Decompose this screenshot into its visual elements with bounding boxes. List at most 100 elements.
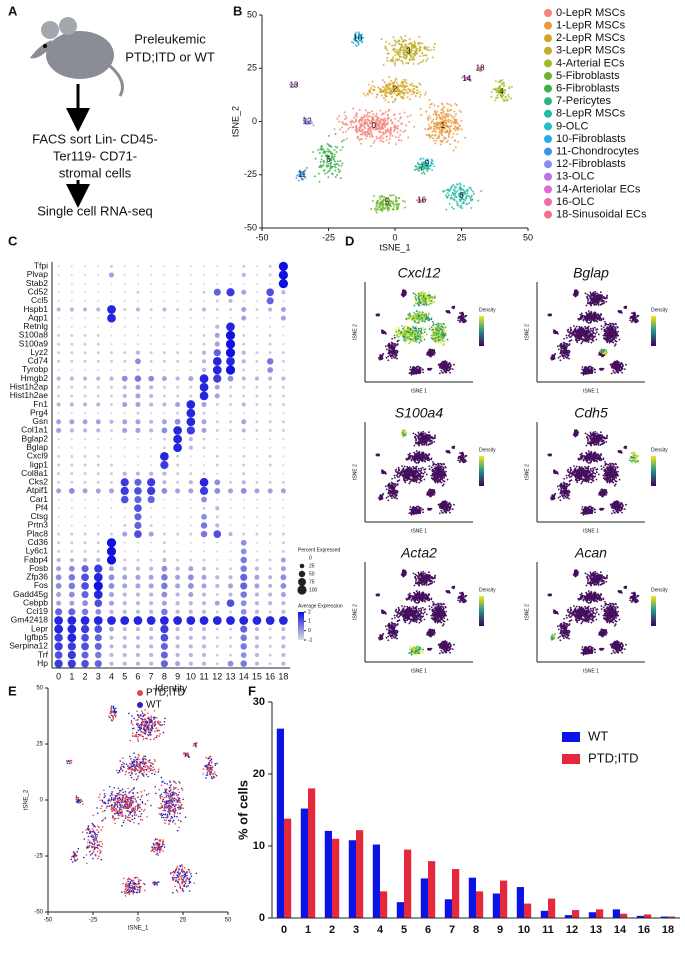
- expression-dot: [201, 496, 207, 503]
- expression-dot: [69, 307, 74, 312]
- cell-point: [379, 137, 382, 140]
- expression-dot: [94, 625, 103, 633]
- cell-point: [325, 150, 328, 153]
- cell-point: [451, 116, 454, 119]
- cell-point: [419, 301, 422, 304]
- legend-label: 16-OLC: [556, 196, 595, 208]
- cell-point: [378, 139, 381, 142]
- plot-title: Cxcl12: [398, 265, 441, 281]
- expression-dot: [215, 627, 219, 631]
- density-points: [375, 289, 468, 376]
- expression-dot: [146, 616, 156, 625]
- expression-dot: [216, 273, 219, 276]
- cell-point: [435, 137, 438, 140]
- cell-point: [445, 195, 448, 198]
- expression-dot: [189, 299, 192, 302]
- expression-dot: [136, 334, 139, 337]
- expression-dot: [213, 288, 221, 296]
- expression-dot: [281, 644, 286, 649]
- expression-dot: [70, 325, 73, 328]
- cell-point: [401, 62, 404, 65]
- cell-point: [411, 82, 414, 85]
- expression-dot: [149, 393, 154, 398]
- cell-point: [568, 331, 571, 334]
- cell-point: [402, 78, 405, 81]
- cell-point: [375, 122, 378, 125]
- cell-point: [412, 330, 415, 332]
- expression-dot: [176, 550, 179, 553]
- expression-dot: [84, 438, 87, 441]
- cell-point: [573, 325, 575, 327]
- expression-dot: [57, 541, 61, 545]
- cell-point: [414, 95, 417, 98]
- cluster-label: 5: [385, 198, 390, 207]
- cell-point: [334, 132, 337, 135]
- expression-dot: [110, 480, 113, 484]
- cell-point: [334, 145, 337, 148]
- expression-dot: [241, 315, 247, 321]
- cell-point: [418, 341, 421, 344]
- cell-point: [410, 318, 413, 321]
- cell-point: [449, 143, 452, 146]
- cell-point: [584, 340, 587, 343]
- expression-dot: [202, 411, 206, 415]
- cell-point: [426, 300, 429, 302]
- cell-point: [339, 159, 342, 162]
- expression-dot: [282, 524, 285, 527]
- cell-point: [378, 125, 381, 128]
- expression-dot: [110, 532, 113, 536]
- cell-point: [355, 112, 358, 115]
- expression-dot: [135, 402, 141, 408]
- y-tick-label: 0: [252, 116, 257, 126]
- expression-dot: [54, 659, 63, 668]
- expression-dot: [201, 652, 207, 658]
- cell-point: [586, 333, 588, 335]
- cell-point: [412, 85, 415, 88]
- cell-point: [430, 317, 433, 320]
- cell-point: [460, 187, 463, 190]
- expression-dot: [122, 393, 127, 398]
- cell-point: [458, 186, 461, 189]
- expression-dot: [241, 272, 246, 278]
- cell-point: [429, 302, 432, 305]
- expression-dot: [268, 627, 272, 631]
- cell-point: [380, 207, 383, 210]
- expression-dot: [189, 273, 192, 276]
- cell-point: [397, 136, 400, 139]
- cell-point: [442, 326, 444, 329]
- expression-dot: [57, 368, 60, 372]
- cell-point: [369, 130, 372, 133]
- legend-swatch: [544, 160, 552, 169]
- cell-point: [331, 173, 334, 176]
- expression-dot: [57, 515, 60, 518]
- expression-dot: [215, 403, 219, 406]
- cell-point: [590, 334, 592, 337]
- cell-point: [370, 125, 373, 128]
- cell-point: [327, 165, 330, 168]
- cell-point: [448, 129, 451, 132]
- cluster-label: 14: [462, 74, 471, 83]
- expression-dot: [215, 428, 219, 432]
- cell-point: [452, 149, 455, 152]
- expression-dot: [254, 488, 260, 494]
- cell-point: [449, 196, 452, 199]
- expression-dot: [199, 374, 209, 383]
- cell-point: [610, 324, 612, 327]
- expression-dot: [97, 282, 100, 285]
- cell-point: [371, 80, 374, 83]
- expression-dot: [162, 307, 167, 312]
- cell-point: [441, 108, 444, 111]
- cell-point: [415, 322, 418, 324]
- expression-dot: [229, 515, 232, 518]
- cell-point: [447, 134, 450, 137]
- expression-dot: [255, 507, 258, 510]
- cell-point: [435, 323, 438, 326]
- expression-dot: [216, 265, 219, 268]
- cell-point: [373, 115, 376, 118]
- expression-dot: [187, 574, 194, 581]
- expression-dot: [122, 574, 128, 580]
- cell-point: [569, 326, 572, 329]
- cell-point: [410, 84, 413, 87]
- color-bar: [298, 612, 304, 640]
- cell-point: [408, 37, 411, 40]
